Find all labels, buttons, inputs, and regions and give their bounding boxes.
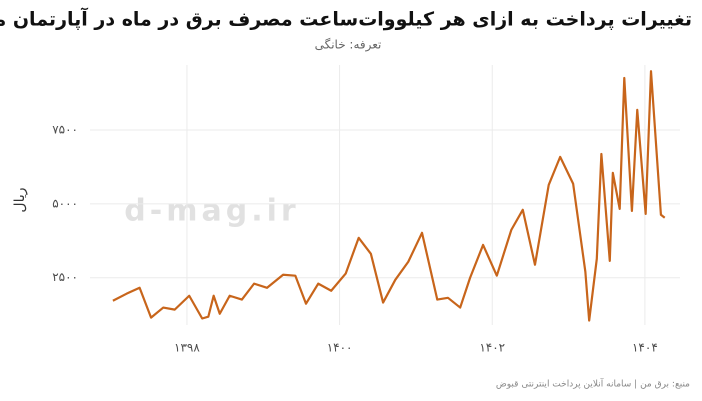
chart-title: تغییرات پرداخت به ازای هر کیلووات‌ساعت م… [0,7,692,31]
x-tick-label: ۱۴۰۲ [479,341,505,355]
watermark: d-mag.ir [124,194,299,229]
chart-subtitle: تعرفه: خانگی [315,38,382,53]
x-tick-label: ۱۳۹۸ [174,341,200,355]
y-tick-label: ۷۵۰۰ [52,123,78,137]
caption: منبع: برق من | سامانه آنلاین پرداخت اینت… [496,378,690,390]
y-tick-label: ۲۵۰۰ [52,270,78,284]
y-axis-label: ریال [12,187,28,212]
y-tick-label: ۵۰۰۰ [52,196,78,210]
data-line [112,70,666,322]
x-tick-label: ۱۴۰۴ [632,341,658,355]
x-tick-label: ۱۴۰۰ [327,341,353,355]
